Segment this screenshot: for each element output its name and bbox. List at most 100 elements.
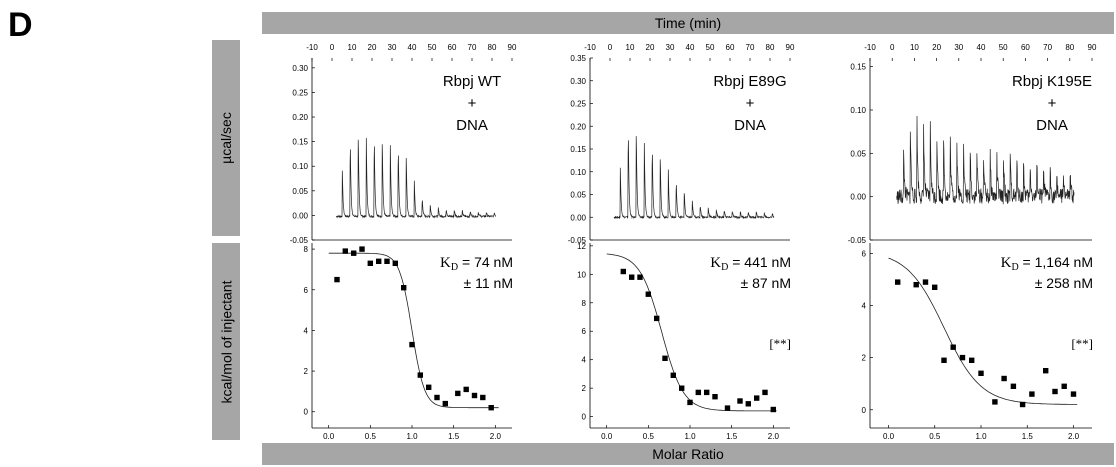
- y-tick-label: 12: [577, 242, 586, 251]
- x-tick-label: 30: [954, 43, 963, 52]
- data-point: [1070, 391, 1077, 397]
- significance-label: [**]: [1071, 336, 1093, 351]
- y-tick-label: 0.10: [850, 106, 866, 115]
- y-tick-label: 0.05: [850, 149, 866, 158]
- dna-label: DNA: [1036, 117, 1068, 134]
- data-point: [895, 279, 901, 285]
- plus-label: +: [468, 95, 477, 112]
- x-tick-label: 50: [999, 43, 1008, 52]
- thermogram-trace: [613, 136, 775, 220]
- data-point: [687, 399, 693, 406]
- y-tick-label: 2: [862, 354, 867, 363]
- x-tick-label: 0.5: [365, 432, 377, 441]
- time-axis-title: Time (min): [654, 15, 722, 31]
- y-tick-label: 0.25: [292, 88, 308, 97]
- x-tick-label: 60: [448, 43, 457, 52]
- data-point: [334, 276, 340, 283]
- data-point: [384, 258, 390, 264]
- x-tick-label: 20: [932, 43, 941, 52]
- kd-annotation: KD = 74 nM: [440, 254, 513, 273]
- x-tick-label: 2.0: [490, 432, 502, 441]
- lower-ylabel-banner: kcal/mol of injectant: [212, 243, 240, 440]
- data-point: [1010, 383, 1017, 389]
- data-point: [1001, 375, 1007, 382]
- x-tick-label: 1.0: [684, 432, 696, 441]
- y-tick-label: 0.20: [570, 122, 586, 131]
- data-point: [637, 274, 643, 280]
- x-tick-label: 10: [348, 43, 357, 52]
- data-point: [629, 274, 635, 280]
- x-tick-label: 80: [1065, 43, 1074, 52]
- data-point: [662, 355, 668, 361]
- data-point: [401, 285, 407, 291]
- kd-symbol: K: [1001, 255, 1012, 271]
- x-tick-label: 2.0: [768, 432, 780, 441]
- data-point: [392, 260, 398, 266]
- y-tick-label: 6: [304, 286, 309, 295]
- x-tick-label: 90: [1088, 43, 1097, 52]
- y-tick-label: 10: [577, 270, 586, 279]
- data-point: [359, 246, 365, 252]
- x-tick-label: 0.5: [929, 432, 941, 441]
- kd-value: = 74 nM: [458, 254, 513, 270]
- x-tick-label: 40: [686, 43, 695, 52]
- data-point: [463, 386, 469, 393]
- y-tick-label: 0.30: [570, 77, 586, 86]
- data-point: [950, 344, 956, 350]
- thermogram-2: -10 0 10 20 30 40 50 60 70 80 90 -0.05 0.00 0.05 0.10 0…: [568, 43, 795, 245]
- data-point: [745, 401, 751, 407]
- x-tick-label: 0.5: [643, 432, 655, 441]
- x-tick-label: 1.5: [448, 432, 460, 441]
- y-tick-label: 4: [582, 356, 587, 365]
- plus-label: +: [746, 95, 755, 112]
- time-axis-banner: Time (min): [262, 12, 1114, 34]
- data-point: [737, 398, 743, 404]
- y-tick-label: -0.05: [568, 236, 587, 245]
- data-point: [704, 389, 710, 396]
- isotherm-1: 0.0 0.5 1.0 1.5 2.0 0 2 4 6 8 KD = 74 nM ± 11 nM: [304, 243, 513, 441]
- x-tick-label: 0.0: [883, 432, 895, 441]
- y-tick-label: 0.10: [570, 168, 586, 177]
- x-tick-label: 10: [910, 43, 919, 52]
- y-tick-label: 0.10: [292, 162, 308, 171]
- data-point: [376, 258, 382, 264]
- x-tick-label: 1.0: [975, 432, 987, 441]
- upper-ylabel-banner: µcal/sec: [212, 40, 240, 236]
- x-tick-label: 0.0: [601, 432, 613, 441]
- thermogram-trace: [896, 115, 1075, 205]
- protein-label: Rbpj E89G: [713, 73, 786, 90]
- kd-symbol: K: [440, 255, 451, 271]
- data-point: [342, 248, 348, 254]
- kd-error: ± 258 nM: [1035, 275, 1093, 291]
- data-point: [654, 315, 660, 322]
- thermogram-trace: [335, 137, 497, 219]
- data-point: [417, 372, 423, 378]
- y-tick-label: 0.15: [570, 145, 586, 154]
- x-tick-label: 0: [608, 43, 613, 52]
- y-tick-label: 2: [582, 384, 587, 393]
- y-tick-label: 0.20: [292, 113, 308, 122]
- x-tick-label: 20: [368, 43, 377, 52]
- y-tick-label: 0.25: [570, 100, 586, 109]
- kd-value: = 1,164 nM: [1019, 254, 1093, 270]
- y-tick-label: 2: [304, 367, 309, 376]
- x-tick-label: 90: [786, 43, 795, 52]
- data-point: [455, 390, 461, 397]
- y-tick-label: -0.05: [290, 236, 309, 245]
- data-point: [992, 399, 998, 405]
- y-tick-label: -0.05: [848, 236, 867, 245]
- molar-ratio-axis-banner: Molar Ratio: [262, 443, 1114, 465]
- y-tick-label: 0: [582, 413, 587, 422]
- x-tick-label: 50: [428, 43, 437, 52]
- data-point: [1029, 391, 1035, 397]
- x-tick-label: 2.0: [1068, 432, 1080, 441]
- data-point: [969, 357, 975, 363]
- x-tick-label: 30: [388, 43, 397, 52]
- data-point: [442, 400, 448, 407]
- panel-label: D: [8, 6, 33, 44]
- kd-subscript: D: [721, 262, 728, 273]
- kd-subscript: D: [1011, 262, 1018, 273]
- data-point: [712, 394, 718, 400]
- data-point: [941, 357, 947, 363]
- data-point: [754, 395, 760, 401]
